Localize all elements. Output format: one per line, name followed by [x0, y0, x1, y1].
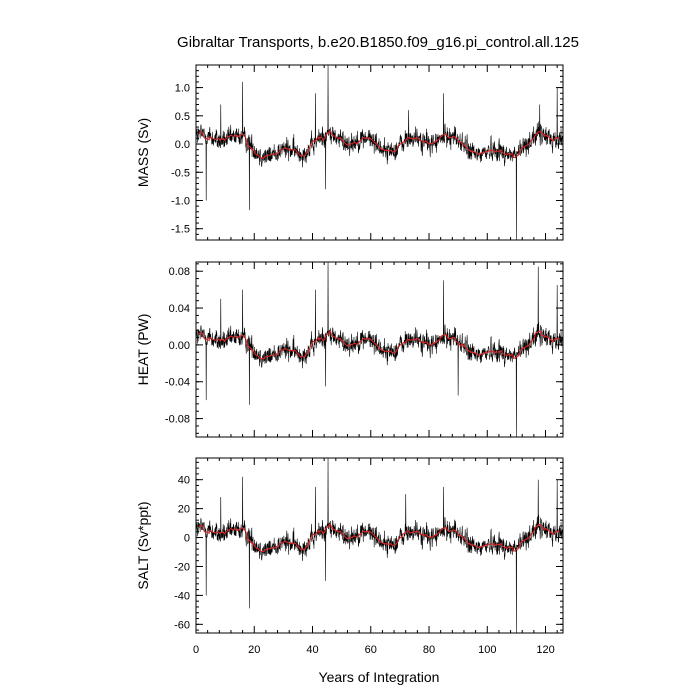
y-tick-label: -60 — [174, 619, 190, 631]
raw-series-line — [196, 65, 563, 240]
y-tick-label: -20 — [174, 561, 190, 573]
y-tick-label: 0.5 — [175, 111, 190, 123]
y-axis-label: MASS (Sv) — [135, 118, 151, 187]
smoothed-series-line — [198, 330, 560, 361]
smoothed-series-line — [198, 523, 560, 553]
y-axis-label: SALT (Sv*ppt) — [135, 501, 151, 589]
panel-frame — [195, 64, 564, 241]
y-tick-label: 40 — [178, 475, 190, 487]
y-tick-label: -0.5 — [171, 167, 190, 179]
y-tick-label: -0.08 — [165, 414, 190, 426]
x-tick-label: 100 — [478, 644, 496, 656]
panel-frame — [195, 261, 564, 438]
x-tick-label: 80 — [423, 644, 435, 656]
y-tick-label: 0.0 — [175, 139, 190, 151]
x-tick-label: 60 — [365, 644, 377, 656]
raw-series-line — [196, 262, 563, 437]
x-tick-label: 20 — [248, 644, 260, 656]
x-tick-label: 0 — [193, 644, 199, 656]
chart-title: Gibraltar Transports, b.e20.B1850.f09_g1… — [177, 34, 579, 51]
raw-series-line — [196, 458, 563, 633]
y-tick-label: 0.08 — [169, 266, 190, 278]
y-tick-label: -40 — [174, 590, 190, 602]
y-tick-label: -1.5 — [171, 224, 190, 236]
x-tick-label: 120 — [536, 644, 554, 656]
panel-frame — [195, 457, 564, 634]
x-tick-label: 40 — [306, 644, 318, 656]
y-tick-label: 0.00 — [169, 340, 190, 352]
panel-3: 40 20 0 -20 -40 -60 SALT (Sv*ppt) — [135, 457, 564, 634]
smoothed-series-line — [198, 129, 560, 160]
panel-1: 1.0 0.5 0.0 -0.5 -1.0 -1.5 MASS (Sv) — [135, 64, 564, 241]
y-tick-label: 0 — [184, 533, 190, 545]
panel-2: 0.08 0.04 0.00 -0.04 -0.08 HEAT (PW) — [135, 261, 564, 438]
x-axis-label: Years of Integration — [319, 669, 440, 685]
y-tick-label: -0.04 — [165, 377, 190, 389]
y-tick-label: 0.04 — [169, 303, 190, 315]
y-tick-label: 1.0 — [175, 83, 190, 95]
y-axis-label: HEAT (PW) — [135, 314, 151, 386]
y-tick-label: -1.0 — [171, 195, 190, 207]
y-tick-label: 20 — [178, 504, 190, 516]
